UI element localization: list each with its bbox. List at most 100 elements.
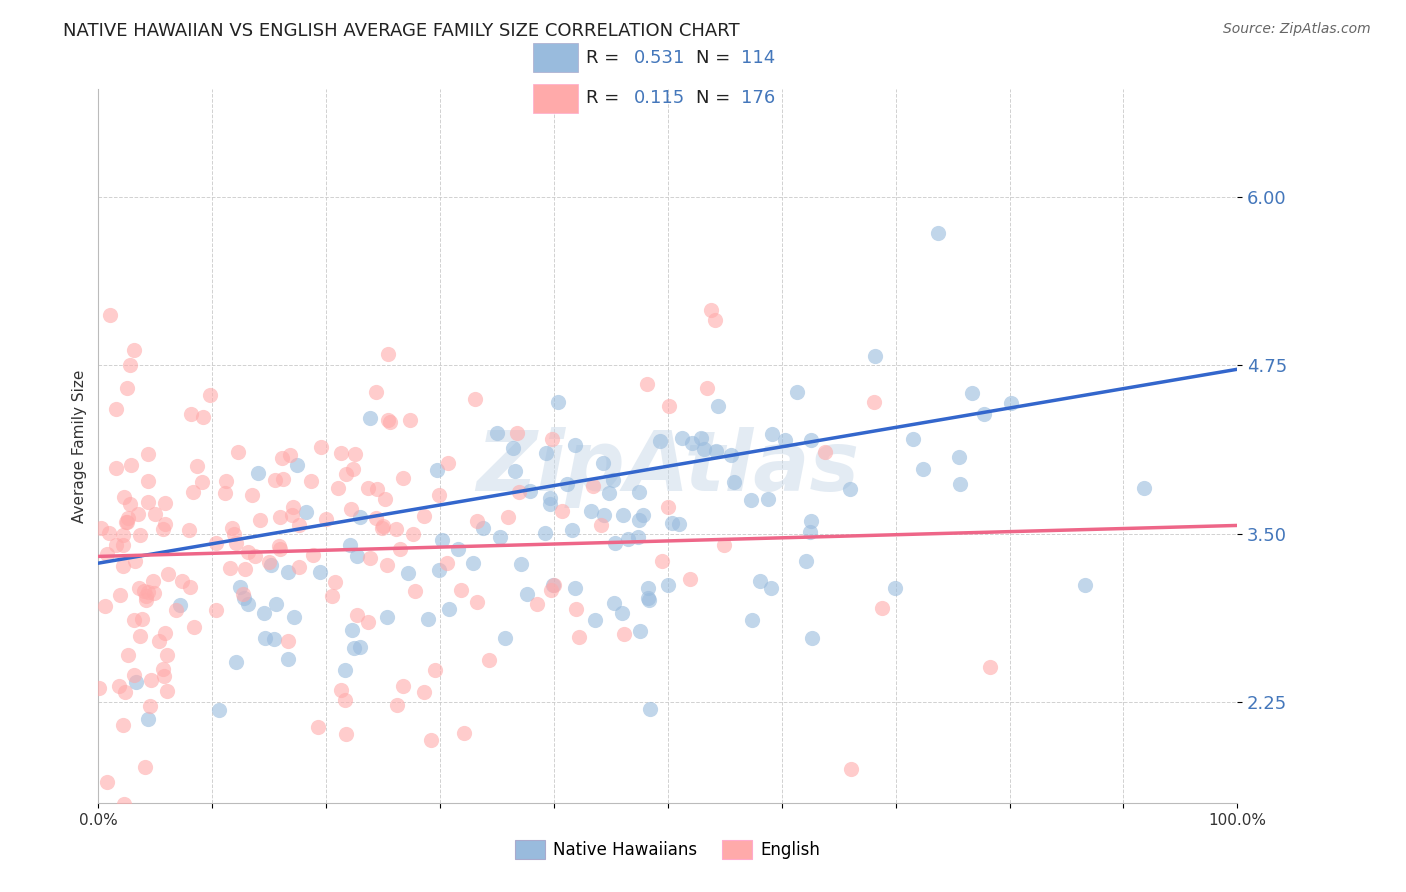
Point <box>364 385 387 400</box>
Point <box>592 456 614 470</box>
Point <box>112 797 135 811</box>
Point <box>232 591 254 605</box>
Point <box>243 549 266 563</box>
Point <box>326 481 349 495</box>
Point <box>143 508 166 522</box>
Point <box>703 313 725 327</box>
Point <box>191 409 214 424</box>
Point <box>152 522 174 536</box>
Point <box>453 725 475 739</box>
Point <box>565 602 588 616</box>
Point <box>136 447 159 461</box>
Point <box>593 508 616 523</box>
Point <box>128 581 150 595</box>
Point <box>156 683 179 698</box>
Point <box>371 519 394 533</box>
Point <box>748 574 770 589</box>
Point <box>516 587 538 601</box>
Point <box>555 476 578 491</box>
Point <box>264 473 287 487</box>
Point <box>170 574 193 589</box>
Point <box>183 620 205 634</box>
Point <box>374 492 396 507</box>
Point <box>613 626 636 640</box>
Point <box>364 510 387 524</box>
Point <box>115 381 138 395</box>
Point <box>610 606 633 620</box>
Point <box>169 599 191 613</box>
Point <box>628 484 651 499</box>
Point <box>122 343 145 357</box>
Point <box>112 559 135 574</box>
Point <box>814 445 837 459</box>
Point <box>233 562 256 576</box>
Point <box>489 530 512 544</box>
Point <box>125 674 148 689</box>
Point <box>208 703 231 717</box>
Point <box>661 516 683 530</box>
Point <box>948 450 970 464</box>
Point <box>740 492 762 507</box>
Point <box>299 474 322 488</box>
Point <box>136 495 159 509</box>
Point <box>277 634 299 648</box>
Point <box>295 505 318 519</box>
Point <box>508 485 530 500</box>
Point <box>720 448 742 462</box>
Point <box>269 541 291 556</box>
Point <box>342 623 364 637</box>
Point <box>430 533 453 547</box>
Point <box>89 681 111 696</box>
Text: Source: ZipAtlas.com: Source: ZipAtlas.com <box>1223 22 1371 37</box>
Point <box>249 513 271 527</box>
Point <box>628 624 651 638</box>
Point <box>156 648 179 662</box>
Point <box>494 631 516 645</box>
Point <box>911 462 934 476</box>
Point <box>333 693 356 707</box>
Point <box>359 550 381 565</box>
Point <box>505 426 527 441</box>
Point <box>136 474 159 488</box>
Point <box>399 412 422 426</box>
Text: 0.531: 0.531 <box>634 49 686 67</box>
Point <box>236 597 259 611</box>
Point <box>198 388 221 402</box>
Point <box>224 527 246 541</box>
Point <box>668 516 690 531</box>
Point <box>541 577 564 591</box>
Point <box>214 485 236 500</box>
Point <box>696 381 718 395</box>
Point <box>396 566 419 580</box>
Point <box>343 641 366 656</box>
Point <box>139 673 162 687</box>
Point <box>180 407 202 421</box>
Point <box>257 555 280 569</box>
Point <box>117 648 139 663</box>
Point <box>124 554 146 568</box>
Point <box>464 392 486 407</box>
Point <box>278 448 301 462</box>
Point <box>862 394 884 409</box>
Point <box>427 563 450 577</box>
Legend: Native Hawaiians, English: Native Hawaiians, English <box>509 833 827 866</box>
Point <box>540 582 562 597</box>
Point <box>277 565 299 579</box>
Point <box>723 475 745 489</box>
Point <box>568 630 591 644</box>
Point <box>104 461 127 475</box>
Point <box>657 578 679 592</box>
Point <box>427 487 450 501</box>
Point <box>225 655 247 669</box>
Point <box>98 308 121 322</box>
Point <box>486 425 509 440</box>
Point <box>315 512 337 526</box>
Text: ZipAtlas: ZipAtlas <box>477 427 859 508</box>
Point <box>349 510 371 524</box>
Point <box>285 458 308 472</box>
Point <box>142 586 165 600</box>
Point <box>138 698 160 713</box>
Point <box>277 652 299 666</box>
Point <box>339 538 361 552</box>
Point <box>136 585 159 599</box>
